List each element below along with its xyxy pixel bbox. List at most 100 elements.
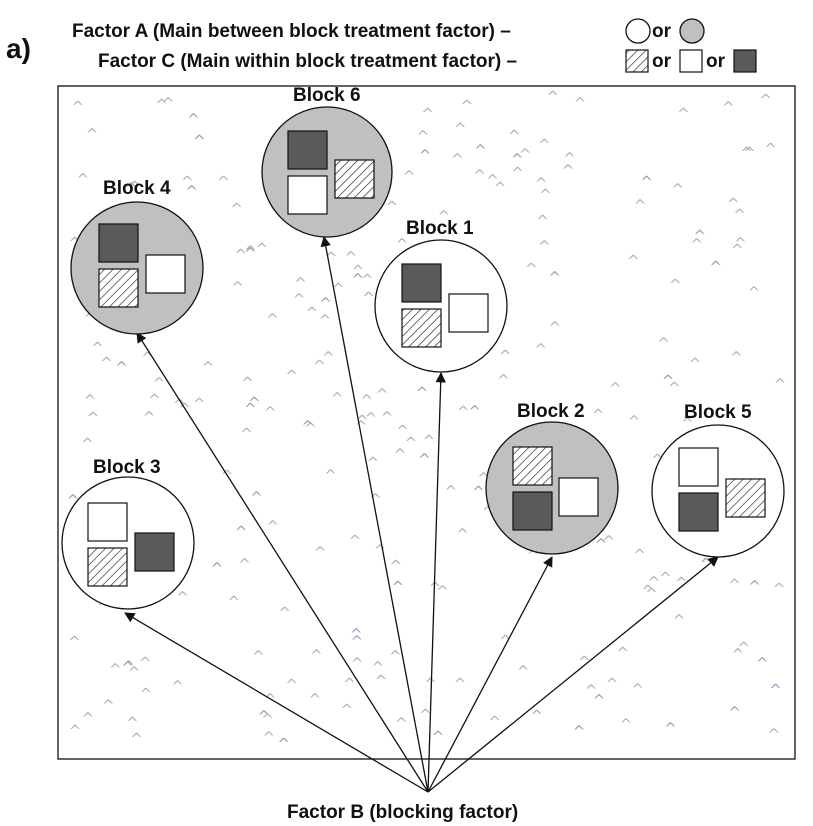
vegetation-tuft-icon: ^ — [759, 91, 772, 109]
block-5-plot-hatched — [725, 478, 766, 518]
vegetation-tuft-icon: ^ — [285, 367, 298, 385]
vegetation-tuft-icon: ^ — [517, 663, 530, 681]
block-5-label: Block 5 — [684, 402, 752, 423]
vegetation-tuft-icon: ^ — [748, 578, 761, 596]
vegetation-tuft-icon: ^ — [285, 676, 298, 694]
vegetation-tuft-icon: ^ — [659, 569, 672, 587]
block-4-label: Block 4 — [103, 178, 171, 199]
vegetation-tuft-icon: ^ — [511, 164, 524, 182]
vegetation-tuft-icon: ^ — [193, 132, 206, 150]
study-area-frame — [57, 85, 796, 760]
vegetation-tuft-icon: ^ — [436, 582, 449, 600]
vegetation-tuft-icon: ^ — [238, 556, 251, 574]
vegetation-tuft-icon: ^ — [573, 722, 586, 740]
arrow-to-block-3 — [124, 612, 429, 793]
block-4-plot-white — [145, 254, 186, 294]
vegetation-tuft-icon: ^ — [694, 227, 707, 245]
vegetation-tuft-icon: ^ — [595, 535, 608, 553]
vegetation-tuft-icon: ^ — [574, 95, 587, 113]
vegetation-tuft-icon: ^ — [456, 526, 469, 544]
vegetation-tuft-icon: ^ — [100, 354, 113, 372]
vegetation-tuft-icon: ^ — [403, 167, 416, 185]
vegetation-tuft-icon: ^ — [432, 728, 445, 746]
vegetation-tuft-icon: ^ — [250, 489, 263, 507]
block-1: Block 1 — [374, 218, 508, 373]
vegetation-tuft-icon: ^ — [648, 574, 661, 592]
vegetation-tuft-icon: ^ — [438, 208, 451, 226]
vegetation-tuft-icon: ^ — [262, 729, 275, 747]
vegetation-tuft-icon: ^ — [264, 404, 277, 422]
vegetation-tuft-icon: ^ — [128, 663, 141, 681]
vegetation-tuft-icon: ^ — [562, 162, 575, 180]
vegetation-tuft-icon: ^ — [416, 384, 429, 402]
vegetation-tuft-icon: ^ — [640, 173, 653, 191]
vegetation-tuft-icon: ^ — [266, 310, 279, 328]
legend-white-square-icon — [679, 49, 703, 73]
vegetation-tuft-icon: ^ — [743, 144, 756, 162]
vegetation-tuft-icon: ^ — [162, 94, 175, 112]
vegetation-tuft-icon: ^ — [511, 151, 524, 169]
vegetation-tuft-icon: ^ — [664, 720, 677, 738]
vegetation-tuft-icon: ^ — [367, 454, 380, 472]
vegetation-tuft-icon: ^ — [185, 183, 198, 201]
vegetation-tuft-icon: ^ — [737, 639, 750, 657]
vegetation-tuft-icon: ^ — [748, 283, 761, 301]
arrow-to-block-4 — [136, 332, 429, 793]
vegetation-tuft-icon: ^ — [355, 418, 368, 436]
vegetation-tuft-icon: ^ — [730, 348, 743, 366]
vegetation-tuft-icon: ^ — [256, 240, 269, 258]
vegetation-tuft-icon: ^ — [375, 672, 388, 690]
vegetation-tuft-icon: ^ — [538, 237, 551, 255]
vegetation-tuft-icon: ^ — [69, 722, 82, 740]
block-4-plot-hatched — [98, 268, 139, 308]
vegetation-tuft-icon: ^ — [322, 348, 335, 366]
vegetation-tuft-icon: ^ — [488, 713, 501, 731]
vegetation-tuft-icon: ^ — [689, 355, 702, 373]
vegetation-tuft-icon: ^ — [424, 675, 437, 693]
vegetation-tuft-icon: ^ — [774, 376, 787, 394]
vegetation-tuft-icon: ^ — [352, 262, 365, 280]
vegetation-tuft-icon: ^ — [628, 412, 641, 430]
block-1-label: Block 1 — [406, 218, 474, 239]
legend-factor-a-text: Factor A (Main between block treatment f… — [72, 21, 511, 42]
vegetation-tuft-icon: ^ — [773, 580, 786, 598]
vegetation-tuft-icon: ^ — [631, 681, 644, 699]
vegetation-tuft-icon: ^ — [764, 140, 777, 158]
block-6-plot-dark — [287, 130, 328, 170]
legend-or-3: or — [706, 51, 726, 72]
vegetation-tuft-icon: ^ — [331, 390, 344, 408]
block-5: Block 5 — [651, 402, 785, 558]
vegetation-tuft-icon: ^ — [309, 691, 322, 709]
vegetation-tuft-icon: ^ — [122, 657, 135, 675]
vegetation-tuft-icon: ^ — [241, 374, 254, 392]
vegetation-tuft-icon: ^ — [457, 403, 470, 421]
vegetation-tuft-icon: ^ — [181, 173, 194, 191]
vegetation-tuft-icon: ^ — [677, 105, 690, 123]
vegetation-tuft-icon: ^ — [732, 645, 745, 663]
vegetation-tuft-icon: ^ — [187, 110, 200, 128]
block-2-plot-hatched — [512, 446, 553, 486]
block-2-plot-dark — [512, 491, 553, 531]
vegetation-tuft-icon: ^ — [474, 141, 487, 159]
vegetation-tufts: ^ ^ ^ ^ ^ ^ ^ ^ ^ ^ ^ ^ ^ ^ ^ ^ ^ ^ ^ ^ ^ ^ ^ ^ ^ ^ ^ ^ ^ ^ ^ ^ ^ ^ ^ ^ ^ ^ ^ ^… — [67, 88, 787, 753]
vegetation-tuft-icon: ^ — [497, 372, 510, 390]
vegetation-tuft-icon: ^ — [266, 518, 279, 536]
block-3-plot-white — [87, 502, 128, 542]
vegetation-tuft-icon: ^ — [129, 178, 142, 196]
vegetation-tuft-icon: ^ — [248, 394, 261, 412]
factor-b-label: Factor B (blocking factor) — [287, 802, 518, 823]
vegetation-tuft-icon: ^ — [671, 181, 684, 199]
arrow-to-block-1 — [427, 371, 446, 793]
vegetation-tuft-icon: ^ — [350, 626, 363, 644]
block-3-plot-hatched — [87, 547, 128, 587]
vegetation-tuft-icon: ^ — [140, 685, 153, 703]
vegetation-tuft-icon: ^ — [633, 546, 646, 564]
vegetation-tuft-icon: ^ — [405, 434, 418, 452]
vegetation-tuft-icon: ^ — [390, 557, 403, 575]
vegetation-tuft-icon: ^ — [244, 400, 257, 418]
block-3: Block 3 — [61, 457, 195, 610]
vegetation-tuft-icon: ^ — [508, 127, 521, 145]
panel-label: a) — [6, 33, 31, 64]
vegetation-tuft-icon: ^ — [77, 171, 90, 189]
